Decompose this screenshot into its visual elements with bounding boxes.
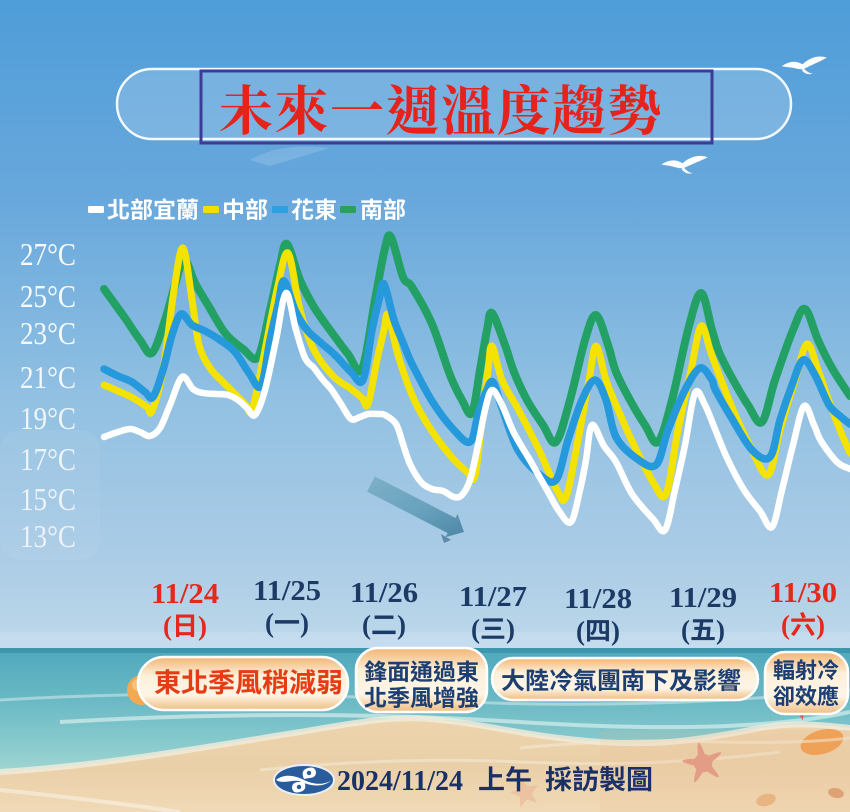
svg-text:25°C: 25°C xyxy=(20,279,76,314)
svg-text:(: ( xyxy=(362,610,371,640)
svg-text:11/30: 11/30 xyxy=(769,578,837,609)
svg-text:(: ( xyxy=(781,610,790,640)
svg-text:13°C: 13°C xyxy=(20,519,76,554)
svg-text:): ) xyxy=(816,610,825,640)
svg-text:27°C: 27°C xyxy=(20,237,76,272)
svg-text:23°C: 23°C xyxy=(20,316,76,351)
svg-text:(: ( xyxy=(681,615,690,645)
svg-text:(: ( xyxy=(576,616,585,646)
svg-text:): ) xyxy=(611,616,620,646)
svg-text:15°C: 15°C xyxy=(20,482,76,517)
svg-text:2024/11/24: 2024/11/24 xyxy=(337,766,463,797)
svg-text:): ) xyxy=(300,608,309,638)
svg-text:11/28: 11/28 xyxy=(564,584,632,615)
svg-text:(: ( xyxy=(265,608,274,638)
svg-text:19°C: 19°C xyxy=(20,401,76,436)
svg-text:): ) xyxy=(506,614,515,644)
svg-text:(: ( xyxy=(163,611,172,641)
svg-text:11/25: 11/25 xyxy=(253,576,321,607)
svg-text:): ) xyxy=(198,611,207,641)
svg-text:): ) xyxy=(397,610,406,640)
svg-text:11/29: 11/29 xyxy=(669,583,737,614)
svg-text:): ) xyxy=(716,615,725,645)
svg-text:11/26: 11/26 xyxy=(350,578,418,609)
svg-text:21°C: 21°C xyxy=(20,360,76,395)
svg-text:11/24: 11/24 xyxy=(151,579,219,610)
svg-text:11/27: 11/27 xyxy=(459,582,527,613)
svg-text:(: ( xyxy=(471,614,480,644)
svg-text:17°C: 17°C xyxy=(20,442,76,477)
